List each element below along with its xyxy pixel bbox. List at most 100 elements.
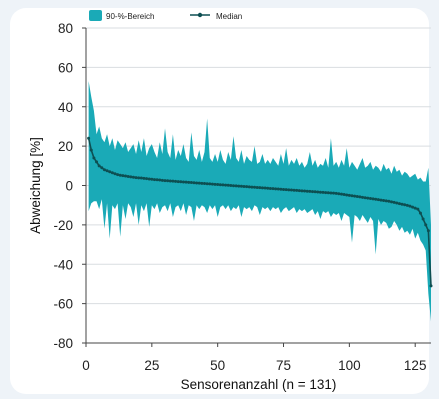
median-point <box>310 190 314 194</box>
median-point <box>176 180 180 184</box>
median-point <box>253 185 257 189</box>
median-point <box>379 198 383 202</box>
median-point <box>300 189 304 193</box>
median-point <box>400 202 404 206</box>
x-tick-label: 75 <box>276 358 291 373</box>
median-point <box>195 181 199 185</box>
y-tick-label: 0 <box>65 179 73 194</box>
median-point <box>421 217 425 221</box>
median-point <box>308 189 312 193</box>
median-point <box>155 178 159 182</box>
median-point <box>324 191 328 195</box>
y-tick-label: -40 <box>53 257 73 272</box>
median-point <box>274 187 278 191</box>
median-point <box>213 182 217 186</box>
median-point <box>263 186 267 190</box>
median-point <box>131 175 135 179</box>
median-point <box>245 185 249 189</box>
y-tick-label: -60 <box>53 297 73 312</box>
median-layer <box>87 136 433 288</box>
median-point <box>284 188 288 192</box>
median-point <box>210 182 214 186</box>
median-point <box>376 198 380 202</box>
legend-swatch-median-marker <box>197 12 203 18</box>
median-point <box>116 173 120 177</box>
y-tick-label: 80 <box>58 21 73 36</box>
median-point <box>97 164 101 168</box>
median-point <box>216 183 220 187</box>
median-point <box>205 182 209 186</box>
median-point <box>166 179 170 183</box>
median-point <box>87 136 91 140</box>
median-point <box>250 185 254 189</box>
median-point <box>397 202 401 206</box>
median-point <box>139 176 143 180</box>
median-point <box>295 188 299 192</box>
median-point <box>382 198 386 202</box>
median-point <box>234 184 238 188</box>
y-tick-labels: 80 60 40 20 0 -20 -40 -60 -80 <box>53 21 86 351</box>
median-point <box>313 190 317 194</box>
median-point <box>405 203 409 207</box>
median-point <box>403 203 407 207</box>
median-point <box>305 189 309 193</box>
y-axis-title: Abweichung [%] <box>28 137 43 234</box>
median-point <box>192 181 196 185</box>
median-point <box>266 186 270 190</box>
median-point <box>347 193 351 197</box>
median-point <box>318 190 322 194</box>
median-point <box>350 194 354 198</box>
median-point <box>113 172 117 176</box>
median-point <box>110 171 114 175</box>
median-point <box>92 156 96 160</box>
median-point <box>271 187 275 191</box>
y-tick-label: 20 <box>58 139 73 154</box>
median-point <box>429 284 433 288</box>
median-point <box>279 187 283 191</box>
median-point <box>242 184 246 188</box>
median-point <box>160 178 164 182</box>
median-point <box>171 179 175 183</box>
median-point <box>129 175 133 179</box>
y-tick-label: 60 <box>58 60 73 75</box>
median-point <box>355 195 359 199</box>
median-point <box>118 173 122 177</box>
median-point <box>239 184 243 188</box>
median-point <box>147 177 151 181</box>
median-point <box>145 177 149 181</box>
median-point <box>366 196 370 200</box>
y-tick-label: -80 <box>53 336 73 351</box>
median-point <box>345 193 349 197</box>
median-point <box>326 191 330 195</box>
median-point <box>387 199 391 203</box>
median-point <box>408 204 412 208</box>
median-point <box>184 180 188 184</box>
median-point <box>124 174 128 178</box>
median-point <box>142 176 146 180</box>
median-point <box>237 184 241 188</box>
median-point <box>226 183 230 187</box>
y-tick-label: 40 <box>58 100 73 115</box>
median-point <box>384 199 388 203</box>
legend-swatch-band <box>89 10 102 21</box>
x-tick-label: 100 <box>338 358 361 373</box>
median-point <box>100 166 104 170</box>
median-point <box>411 205 415 209</box>
median-point <box>189 181 193 185</box>
x-tick-labels: 0 25 50 75 100 125 <box>82 343 426 373</box>
median-point <box>134 176 138 180</box>
median-point <box>187 180 191 184</box>
median-point <box>426 229 430 233</box>
median-point <box>413 206 417 210</box>
median-point <box>424 223 428 227</box>
median-point <box>247 185 251 189</box>
median-point <box>150 177 154 181</box>
median-point <box>221 183 225 187</box>
median-point <box>174 179 178 183</box>
median-point <box>258 186 262 190</box>
median-point <box>342 193 346 197</box>
median-point <box>102 168 106 172</box>
x-tick-label: 25 <box>144 358 159 373</box>
median-point <box>121 174 125 178</box>
